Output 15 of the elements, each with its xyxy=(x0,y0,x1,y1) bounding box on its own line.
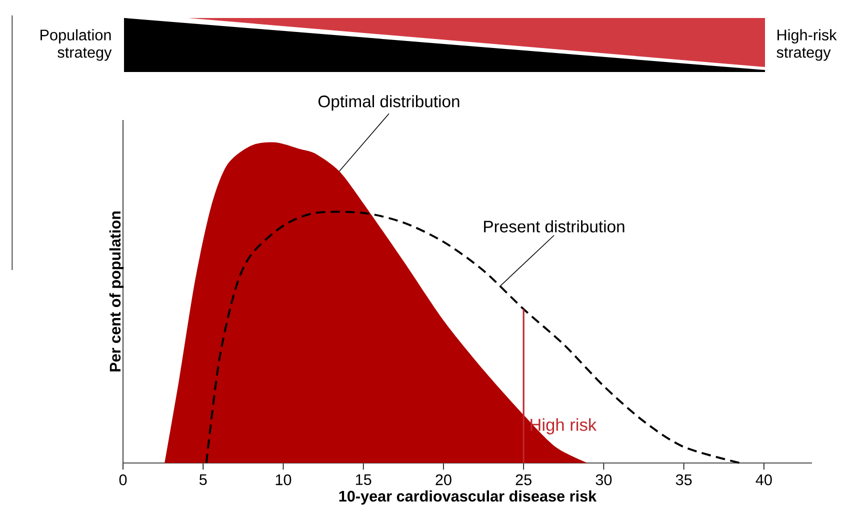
x-tick-label: 0 xyxy=(119,474,127,486)
x-tick-label: 5 xyxy=(199,474,207,486)
x-tick-label: 25 xyxy=(516,474,532,486)
annotation: Present distribution xyxy=(484,220,624,232)
annotation: Optimal distribution xyxy=(318,95,460,111)
x-axis-title: 10-year cardiovascular disease risk xyxy=(339,490,597,505)
x-tick-label: 10 xyxy=(276,474,292,486)
x-tick-label: 15 xyxy=(356,474,372,486)
y-axis-title: Per cent of population xyxy=(109,212,124,372)
x-tick-label: 30 xyxy=(596,474,612,486)
x-tick-label: 35 xyxy=(676,474,692,486)
x-tick-label: 40 xyxy=(756,474,772,486)
text: High-risk strategy xyxy=(776,29,837,61)
x-tick-label: 20 xyxy=(436,474,452,486)
text: Population strategy xyxy=(40,29,112,61)
